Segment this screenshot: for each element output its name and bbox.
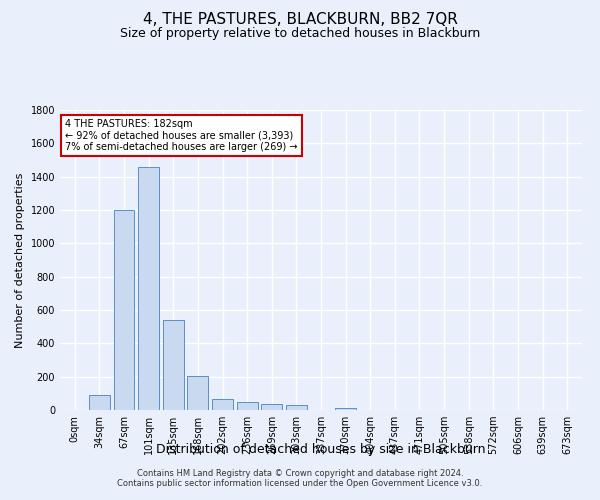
Bar: [138, 166, 159, 410]
Bar: [335, 408, 356, 410]
Bar: [286, 405, 307, 410]
Bar: [89, 395, 110, 410]
Bar: [261, 404, 282, 410]
Bar: [187, 376, 208, 410]
Text: Size of property relative to detached houses in Blackburn: Size of property relative to detached ho…: [120, 28, 480, 40]
Bar: [163, 320, 184, 410]
Bar: [113, 210, 134, 410]
Text: Contains HM Land Registry data © Crown copyright and database right 2024.: Contains HM Land Registry data © Crown c…: [137, 468, 463, 477]
Text: Distribution of detached houses by size in Blackburn: Distribution of detached houses by size …: [156, 442, 486, 456]
Text: 4 THE PASTURES: 182sqm
← 92% of detached houses are smaller (3,393)
7% of semi-d: 4 THE PASTURES: 182sqm ← 92% of detached…: [65, 119, 298, 152]
Bar: [236, 402, 257, 410]
Y-axis label: Number of detached properties: Number of detached properties: [15, 172, 25, 348]
Text: 4, THE PASTURES, BLACKBURN, BB2 7QR: 4, THE PASTURES, BLACKBURN, BB2 7QR: [143, 12, 457, 28]
Text: Contains public sector information licensed under the Open Government Licence v3: Contains public sector information licen…: [118, 478, 482, 488]
Bar: [212, 399, 233, 410]
